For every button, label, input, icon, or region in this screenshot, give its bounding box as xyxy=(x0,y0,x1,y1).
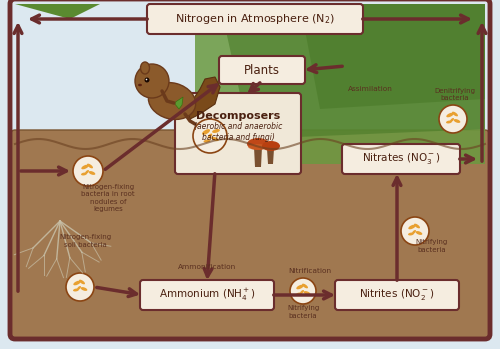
Ellipse shape xyxy=(450,118,454,122)
Text: Plants: Plants xyxy=(244,64,280,76)
Text: Nitrites (NO$_2^-$): Nitrites (NO$_2^-$) xyxy=(360,288,434,303)
Ellipse shape xyxy=(204,139,210,143)
Circle shape xyxy=(193,119,227,153)
FancyBboxPatch shape xyxy=(140,280,274,310)
Ellipse shape xyxy=(262,141,280,151)
Ellipse shape xyxy=(138,84,142,86)
Ellipse shape xyxy=(85,170,89,174)
Polygon shape xyxy=(15,4,100,19)
Text: Nitrifying
bacteria: Nitrifying bacteria xyxy=(416,239,448,253)
Circle shape xyxy=(290,278,316,304)
Ellipse shape xyxy=(296,285,304,289)
Ellipse shape xyxy=(446,120,452,124)
Ellipse shape xyxy=(80,287,87,291)
Ellipse shape xyxy=(296,292,302,296)
Text: Nitrogen in Atmosphere (N$_2$): Nitrogen in Atmosphere (N$_2$) xyxy=(175,12,335,26)
Ellipse shape xyxy=(73,289,79,291)
Polygon shape xyxy=(254,147,262,167)
Ellipse shape xyxy=(208,134,212,139)
Text: Ammonification: Ammonification xyxy=(178,264,236,270)
Ellipse shape xyxy=(300,290,304,294)
Polygon shape xyxy=(188,77,220,119)
Ellipse shape xyxy=(247,138,269,150)
Ellipse shape xyxy=(454,119,460,123)
Text: Assimilation: Assimilation xyxy=(348,86,393,92)
Circle shape xyxy=(439,105,467,133)
FancyBboxPatch shape xyxy=(11,130,489,338)
Circle shape xyxy=(146,79,148,80)
FancyBboxPatch shape xyxy=(219,56,305,84)
Ellipse shape xyxy=(82,165,88,169)
Text: Nitrogen-fixing
soil bacteria: Nitrogen-fixing soil bacteria xyxy=(59,234,111,248)
Circle shape xyxy=(144,77,150,82)
Ellipse shape xyxy=(304,291,310,295)
Ellipse shape xyxy=(79,280,85,284)
Polygon shape xyxy=(15,4,485,169)
Ellipse shape xyxy=(77,286,81,290)
Text: Ammonium (NH$_4^+$): Ammonium (NH$_4^+$) xyxy=(158,287,256,303)
Circle shape xyxy=(401,217,429,245)
Ellipse shape xyxy=(302,284,308,288)
FancyBboxPatch shape xyxy=(147,4,363,34)
Ellipse shape xyxy=(412,230,416,234)
Polygon shape xyxy=(220,4,485,139)
Text: Nitrogen-fixing
bacteria in root
nodules of
legumes: Nitrogen-fixing bacteria in root nodules… xyxy=(81,184,135,213)
Ellipse shape xyxy=(202,129,210,135)
Ellipse shape xyxy=(212,129,220,133)
Ellipse shape xyxy=(81,172,87,176)
Polygon shape xyxy=(174,97,183,109)
Ellipse shape xyxy=(408,225,416,229)
Circle shape xyxy=(73,156,103,186)
Circle shape xyxy=(135,64,169,98)
Ellipse shape xyxy=(74,281,80,285)
FancyBboxPatch shape xyxy=(175,93,301,174)
Text: (aerobic and anaerobic
bacteria and fungi): (aerobic and anaerobic bacteria and fung… xyxy=(194,121,282,142)
Ellipse shape xyxy=(446,113,454,117)
Ellipse shape xyxy=(248,144,268,150)
Polygon shape xyxy=(267,149,274,164)
Ellipse shape xyxy=(87,164,93,168)
Polygon shape xyxy=(195,4,485,164)
Ellipse shape xyxy=(452,112,458,116)
Ellipse shape xyxy=(140,62,149,74)
Text: Decomposers: Decomposers xyxy=(196,111,280,121)
Ellipse shape xyxy=(414,224,420,228)
Text: Nitrates (NO$_3^-$): Nitrates (NO$_3^-$) xyxy=(362,151,440,166)
FancyBboxPatch shape xyxy=(342,144,460,174)
Circle shape xyxy=(66,273,94,301)
Polygon shape xyxy=(300,4,485,109)
Text: Nitrifying
bacteria: Nitrifying bacteria xyxy=(287,305,319,319)
Text: Nitrification: Nitrification xyxy=(288,268,332,274)
Ellipse shape xyxy=(408,232,414,236)
Ellipse shape xyxy=(88,171,96,175)
Ellipse shape xyxy=(148,82,196,119)
Ellipse shape xyxy=(416,231,422,235)
Ellipse shape xyxy=(211,137,219,141)
FancyBboxPatch shape xyxy=(335,280,459,310)
Text: Denitrifying
bacteria: Denitrifying bacteria xyxy=(434,88,476,101)
